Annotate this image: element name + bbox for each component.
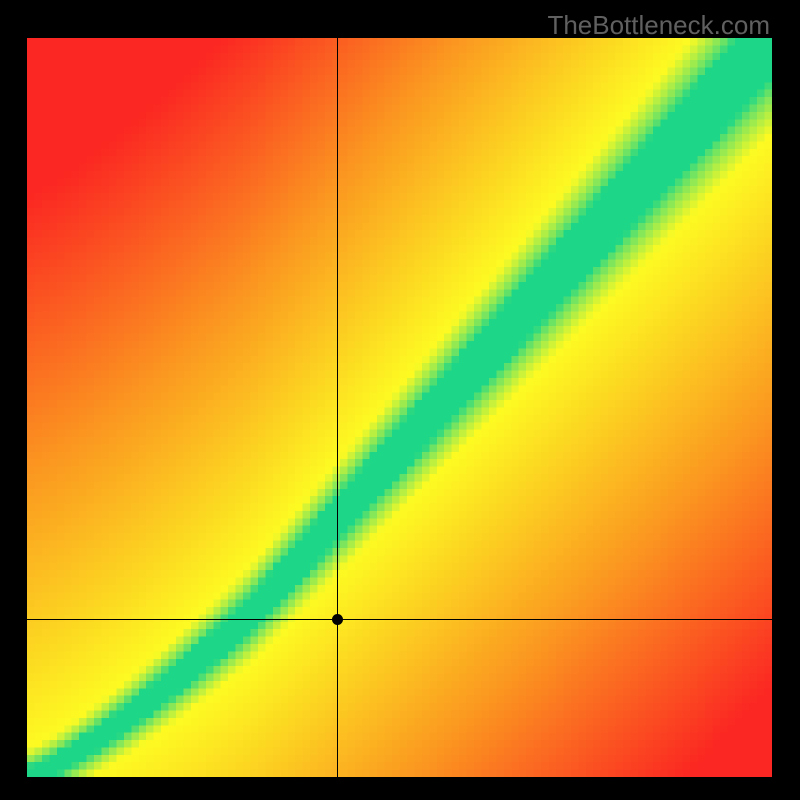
bottleneck-heatmap <box>27 38 772 777</box>
crosshair-vertical <box>337 38 338 777</box>
chart-container: TheBottleneck.com <box>0 0 800 800</box>
crosshair-horizontal <box>27 619 772 620</box>
watermark-text: TheBottleneck.com <box>547 10 770 41</box>
